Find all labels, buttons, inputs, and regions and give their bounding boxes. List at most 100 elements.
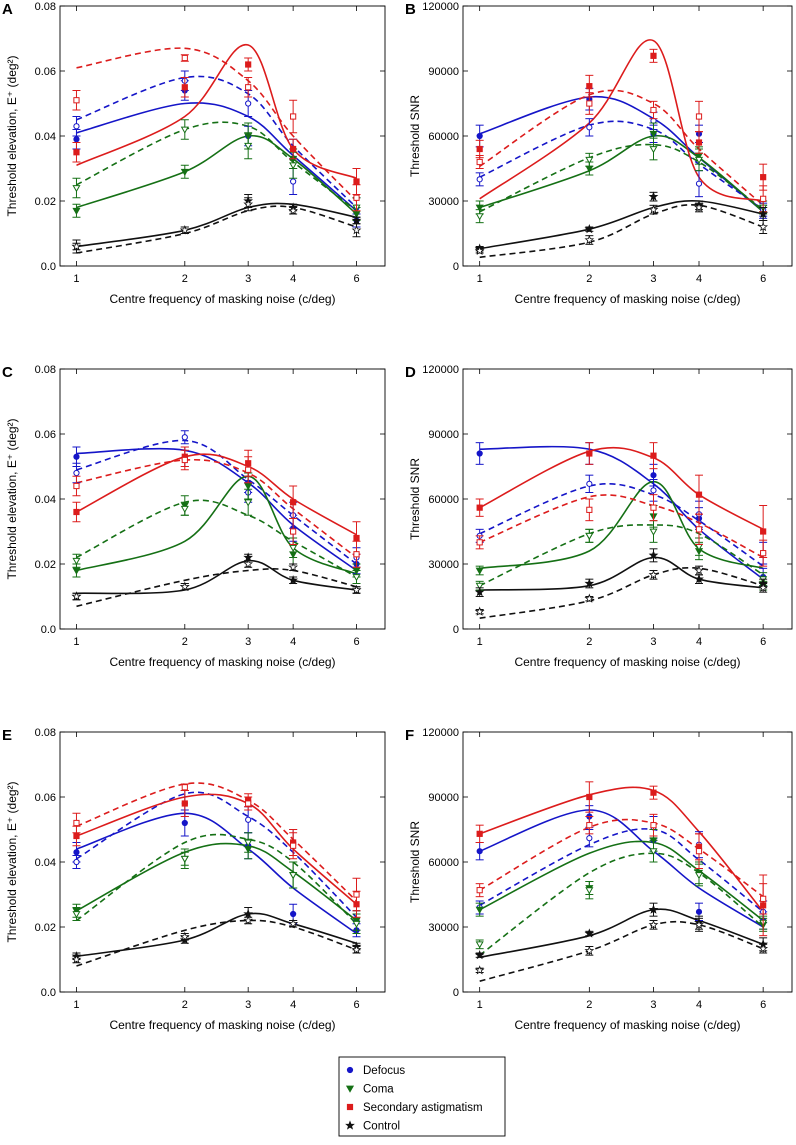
coma-fit-dashed-curve <box>479 143 764 213</box>
control-filled-point <box>648 191 659 201</box>
control-open-point <box>243 199 254 209</box>
panel-letter: C <box>2 364 13 381</box>
x-axis-label: Centre frequency of masking noise (c/deg… <box>514 1018 740 1032</box>
y-tick-label: 60000 <box>428 131 459 143</box>
control-fit-solid-curve <box>479 199 764 250</box>
x-tick-label: 4 <box>696 273 702 285</box>
secastig-open-point <box>760 550 767 557</box>
x-tick-label: 2 <box>586 999 592 1011</box>
coma-open-point <box>180 126 189 134</box>
x-tick-label: 2 <box>182 273 188 285</box>
panel-c: 0.0 0.02 0.04 0.06 0.08 1 2 3 4 6 Centre frequency… <box>2 364 386 669</box>
coma-open-point <box>352 920 361 928</box>
panel-letter: D <box>405 364 416 381</box>
coma-fit-dashed-curve <box>76 121 357 212</box>
control-open-point <box>351 225 362 235</box>
secastig-open-point <box>695 526 703 533</box>
x-tick-label: 3 <box>245 636 251 648</box>
secastig-filled-point <box>73 149 80 156</box>
coma-open-point <box>180 855 189 863</box>
secastig-filled-point <box>181 84 188 91</box>
x-tick-label: 3 <box>650 999 656 1011</box>
x-axis-label: Centre frequency of masking noise (c/deg… <box>109 655 335 669</box>
x-axis-label: Centre frequency of masking noise (c/deg… <box>514 655 740 669</box>
coma-open-point <box>72 557 81 565</box>
coma-open-point <box>585 156 594 165</box>
y-tick-label: 90000 <box>428 792 459 804</box>
x-tick-label: 1 <box>477 636 483 648</box>
secastig-fit-solid-curve <box>76 453 357 536</box>
secastig-filled-point <box>290 145 297 153</box>
y-tick-label: 0.08 <box>35 727 56 739</box>
coma-open-point <box>649 528 658 536</box>
coma-filled-point <box>180 168 189 176</box>
coma-fit-dashed-curve <box>76 833 358 925</box>
coma-fit-solid-curve <box>76 475 357 575</box>
y-tick-label: 0.02 <box>35 922 56 934</box>
secastig-filled-point <box>586 83 593 90</box>
secastig-open-point <box>245 800 252 807</box>
control-fit-dashed-curve <box>479 204 764 259</box>
x-tick-label: 6 <box>760 636 766 648</box>
secastig-filled-point <box>760 174 767 181</box>
y-tick-label: 0.04 <box>35 131 56 143</box>
coma-open-point <box>475 213 484 221</box>
secastig-fit-solid-curve <box>479 39 764 202</box>
plot-frame <box>462 731 793 993</box>
control-open-point <box>179 931 190 941</box>
panel-letter: E <box>2 727 12 744</box>
y-tick-label: 120000 <box>422 1 459 13</box>
x-tick-label: 1 <box>73 273 79 285</box>
coma-open-point <box>180 505 189 513</box>
y-tick-label: 30000 <box>428 559 459 571</box>
defocus-open-point <box>586 480 593 487</box>
legend-box <box>338 1056 506 1137</box>
secastig-fit-dashed-curve <box>479 818 764 898</box>
panel-letter: F <box>405 727 414 744</box>
defocus-open-point <box>586 124 593 131</box>
coma-open-point <box>352 574 361 582</box>
panel-d: 0 30000 60000 90000 120000 1 2 3 4 6 Centre freque… <box>405 364 793 669</box>
coma-open-point <box>475 582 484 590</box>
defocus-filled-point <box>476 132 483 140</box>
control-open-point <box>584 945 595 955</box>
coma-fit-dashed-curve <box>479 852 764 956</box>
x-tick-label: 2 <box>182 999 188 1011</box>
defocus-filled-point <box>73 453 80 460</box>
defocus-fit-dashed-curve <box>479 120 764 211</box>
y-axis-label: Threshold SNR <box>408 458 422 540</box>
secastig-open-point <box>353 194 360 201</box>
secastig-open-point <box>73 482 80 490</box>
panel-f: 0 30000 60000 90000 120000 1 2 3 4 6 Centre freque… <box>405 727 793 1032</box>
control-filled-point <box>648 904 659 914</box>
coma-open-point <box>649 848 658 856</box>
control-open-point <box>694 919 704 929</box>
secastig-open-point <box>290 842 297 849</box>
control-open-point <box>694 565 704 575</box>
coma-filled-point <box>475 906 484 914</box>
coma-open-point <box>289 162 298 170</box>
control-fit-solid-curve <box>479 908 764 959</box>
control-open-point <box>71 954 82 964</box>
coma-filled-point <box>649 130 658 139</box>
control-open-point <box>694 202 704 212</box>
secastig-filled-point <box>73 508 80 516</box>
control-open-point <box>648 204 659 214</box>
defocus-open-point <box>245 816 252 823</box>
coma-open-point <box>289 544 298 552</box>
control-open-point <box>758 943 769 953</box>
coma-open-point <box>475 941 484 949</box>
secastig-filled-point <box>695 139 703 146</box>
defocus-fit-dashed-curve <box>76 791 358 918</box>
secastig-open-point <box>290 113 297 120</box>
secastig-open-point <box>181 54 188 62</box>
control-open-point <box>179 225 190 235</box>
coma-open-point <box>289 872 298 880</box>
legend-defocus-marker <box>346 1066 354 1074</box>
coma-filled-point <box>72 207 81 215</box>
legend-defocus-label: Defocus <box>363 1065 405 1077</box>
y-tick-label: 0.0 <box>41 261 56 273</box>
y-axis-label: Threshold elevation, E⁺ (deg²) <box>5 418 19 579</box>
secastig-fit-solid-curve <box>76 44 357 180</box>
